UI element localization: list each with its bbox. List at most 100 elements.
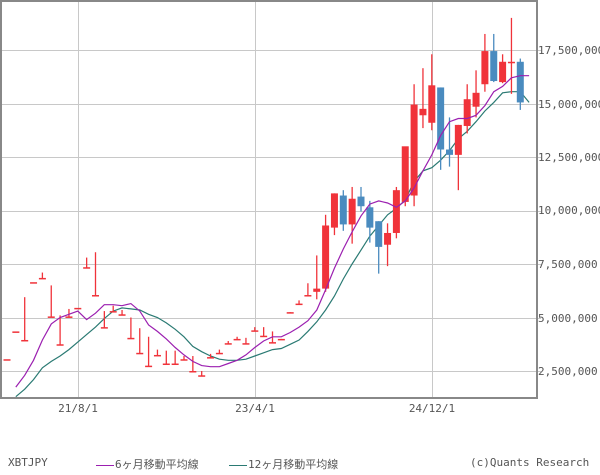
candle <box>251 327 259 332</box>
candle <box>215 349 223 355</box>
candle <box>366 200 374 243</box>
candle-body <box>215 352 223 355</box>
candle-body <box>180 359 188 361</box>
candle <box>286 312 294 314</box>
candle <box>242 337 250 345</box>
y-axis-labels: 17,500,000 15,000,000 12,500,000 10,000,… <box>538 44 600 378</box>
candle-body <box>507 61 515 64</box>
candle <box>109 305 117 313</box>
candle-body <box>56 344 64 346</box>
candle <box>419 68 427 129</box>
candle-body <box>392 190 400 233</box>
candle-body <box>207 357 215 359</box>
candle-body <box>3 359 11 361</box>
candle <box>304 283 312 297</box>
candle-body <box>65 316 73 318</box>
candle <box>322 214 330 292</box>
candle <box>118 310 126 316</box>
legend-swatch-ma6 <box>96 464 114 466</box>
candle <box>375 221 383 274</box>
candle-body <box>446 149 453 155</box>
candle <box>454 124 462 191</box>
legend-ma6-label: 6ヶ月移動平均線 <box>115 458 199 471</box>
candle <box>136 328 144 355</box>
candle <box>65 308 73 318</box>
candle <box>153 349 161 357</box>
candle-body <box>481 51 489 85</box>
candle <box>198 371 206 377</box>
candle-body <box>463 99 471 126</box>
candle <box>47 285 55 318</box>
y-tick-label: 2,500,000 <box>538 365 598 378</box>
candle <box>481 33 489 92</box>
candle-body <box>375 221 383 247</box>
candle <box>357 186 365 212</box>
plot-frame <box>0 0 538 399</box>
candle-body <box>313 288 321 292</box>
candle-body <box>171 363 179 366</box>
candle-body <box>490 51 498 82</box>
candle-body <box>428 85 436 123</box>
candle <box>516 58 524 110</box>
candle-body <box>286 312 294 314</box>
candle-body <box>47 316 55 318</box>
candle-body <box>330 193 338 228</box>
y-tick-label: 7,500,000 <box>538 258 598 271</box>
candle <box>472 70 480 118</box>
ma12-path <box>15 91 530 398</box>
candles <box>3 17 524 377</box>
candle-body <box>83 267 91 269</box>
candle <box>348 186 356 244</box>
candle-body <box>516 61 524 103</box>
candle-body <box>153 354 161 357</box>
candle-body <box>401 146 409 202</box>
candle-body <box>74 307 82 310</box>
candle <box>295 300 303 306</box>
candle <box>145 336 153 368</box>
candle <box>171 350 179 366</box>
candle-body <box>304 295 312 297</box>
candle-body <box>277 338 285 341</box>
candle <box>100 311 108 329</box>
candle <box>277 338 285 341</box>
candle <box>74 307 82 310</box>
candle <box>330 193 338 236</box>
candle-body <box>189 371 197 373</box>
candle <box>401 146 409 207</box>
y-tick-label: 15,000,000 <box>538 98 600 111</box>
candle-body <box>118 314 126 316</box>
candle-body <box>472 92 480 107</box>
candle-body <box>437 87 445 150</box>
ma6-line <box>15 75 530 388</box>
candle-body <box>136 352 144 355</box>
candle-body <box>162 363 170 366</box>
x-tick-label: 21/8/1 <box>58 402 98 415</box>
candle <box>30 282 38 284</box>
candle <box>162 350 170 366</box>
candle <box>463 84 471 134</box>
chart-footer: XBTJPY 6ヶ月移動平均線 12ヶ月移動平均線 (c)Quants Rese… <box>0 456 600 474</box>
legend-ma6: 6ヶ月移動平均線 <box>96 456 199 472</box>
candle <box>83 257 91 269</box>
candle-body <box>251 330 259 332</box>
candle-body <box>348 198 356 225</box>
x-tick-label: 24/12/1 <box>409 402 455 415</box>
candle-body <box>38 277 46 280</box>
candle-body <box>145 365 153 368</box>
candle <box>92 252 99 297</box>
y-tick-label: 17,500,000 <box>538 44 600 57</box>
candle <box>499 54 507 84</box>
candle <box>233 336 241 341</box>
candle-body <box>30 282 38 284</box>
candle-body <box>269 342 276 344</box>
candle <box>410 84 418 207</box>
candle-body <box>322 225 330 289</box>
candle-body <box>242 343 250 345</box>
candle-body <box>419 108 427 116</box>
legend-swatch-ma12 <box>229 464 247 466</box>
y-tick-label: 10,000,000 <box>538 204 600 217</box>
candle-body <box>295 303 303 306</box>
candle-body <box>366 207 374 228</box>
candle-body <box>127 337 135 340</box>
candle-body <box>21 339 29 342</box>
